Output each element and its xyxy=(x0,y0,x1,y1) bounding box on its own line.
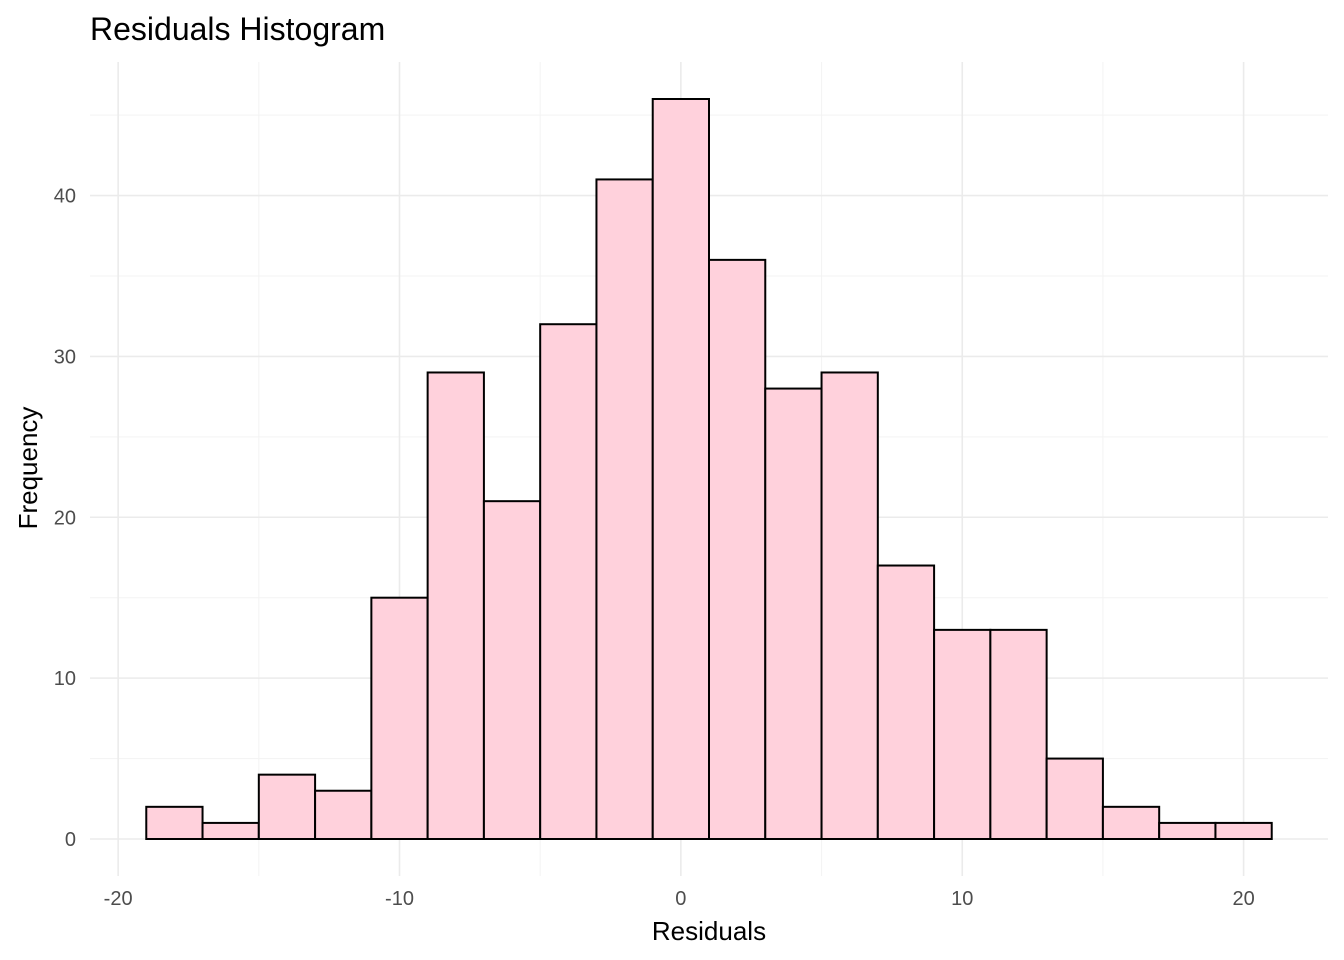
y-axis-title: Frequency xyxy=(13,407,43,530)
histogram-bar xyxy=(482,500,542,840)
histogram-bar xyxy=(370,596,429,841)
y-tick-label: 30 xyxy=(54,346,76,368)
x-tick-label: -20 xyxy=(104,888,133,910)
histogram-bar xyxy=(764,387,823,840)
x-axis-ticks: -20 -10 0 10 20 xyxy=(104,888,1255,910)
histogram-bar xyxy=(314,789,373,841)
histogram-bar xyxy=(1101,805,1161,841)
x-axis-title: Residuals xyxy=(652,916,766,946)
y-tick-label: 20 xyxy=(54,507,76,529)
histogram-bar xyxy=(876,564,936,840)
histogram-bar xyxy=(539,323,598,840)
histogram-bar xyxy=(145,805,204,841)
histogram-bar xyxy=(201,821,260,840)
x-tick-label: -10 xyxy=(385,888,414,910)
y-tick-label: 0 xyxy=(65,829,76,851)
histogram-bar xyxy=(257,773,317,840)
histogram-bars xyxy=(145,98,1273,841)
histogram-bar xyxy=(708,258,767,840)
histogram-bar xyxy=(933,628,992,840)
x-tick-label: 0 xyxy=(675,888,686,910)
x-tick-label: 10 xyxy=(951,888,973,910)
y-tick-label: 10 xyxy=(54,668,76,690)
chart-title: Residuals Histogram xyxy=(90,11,385,47)
histogram-bar xyxy=(1045,757,1104,841)
histogram-bar xyxy=(651,98,711,840)
histogram-bar xyxy=(1158,821,1217,840)
y-axis-ticks: 0 10 20 30 40 xyxy=(54,186,76,851)
histogram-bar xyxy=(1214,821,1273,840)
x-tick-label: 20 xyxy=(1232,888,1254,910)
histogram-bar xyxy=(989,628,1048,840)
histogram-bar xyxy=(426,371,485,840)
histogram-bar xyxy=(595,178,654,841)
y-tick-label: 40 xyxy=(54,186,76,208)
histogram-bar xyxy=(820,371,879,840)
